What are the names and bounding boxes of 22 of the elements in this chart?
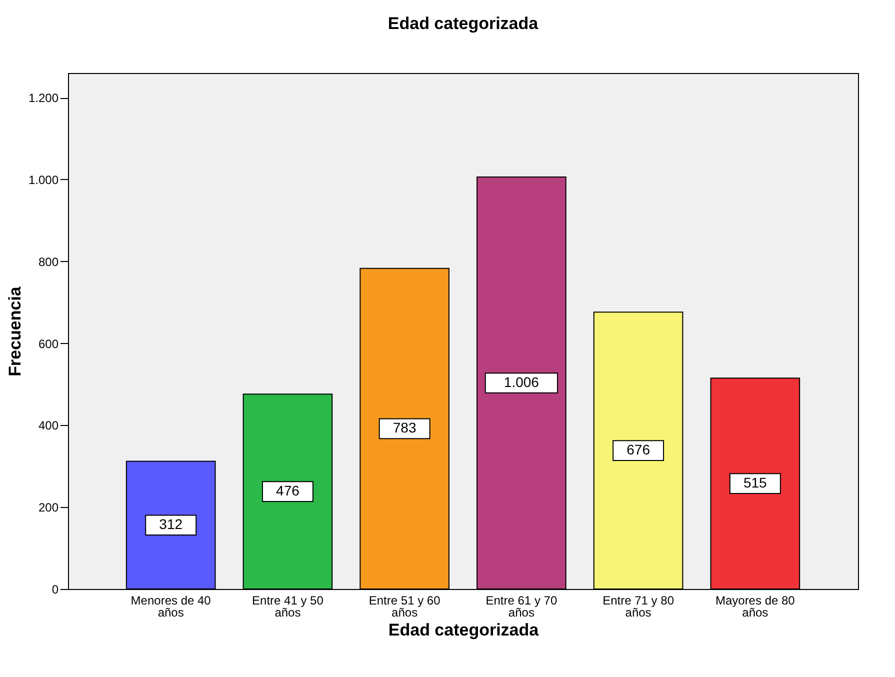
x-tick-label: Mayores de 80 años xyxy=(715,594,796,620)
data-label: 1.006 xyxy=(504,374,540,390)
x-tick-label: Menores de 40 años xyxy=(130,594,212,620)
data-label: 783 xyxy=(392,420,416,436)
data-label: 676 xyxy=(626,442,650,458)
y-tick-label: 800 xyxy=(38,254,59,269)
x-tick-label: Entre 61 y 70 años xyxy=(486,594,558,620)
x-axis-title: Edad categorizada xyxy=(388,620,540,640)
data-label: 312 xyxy=(159,516,183,532)
x-tick-label: Entre 41 y 50 años xyxy=(252,594,324,620)
y-tick-label: 200 xyxy=(38,500,59,515)
x-tick-label: Entre 51 y 60 años xyxy=(368,594,441,620)
y-tick-label: 0 xyxy=(52,582,59,596)
y-tick-label: 600 xyxy=(38,336,59,351)
data-label: 476 xyxy=(276,482,300,499)
x-tick-label: Entre 71 y 80 años xyxy=(602,594,674,620)
chart-title: Edad categorizada xyxy=(388,14,539,33)
y-axis-title: Frecuencia xyxy=(5,286,24,376)
y-tick-label: 1.200 xyxy=(28,91,59,106)
y-tick-label: 1.000 xyxy=(28,172,59,187)
data-label: 515 xyxy=(743,474,768,491)
y-tick-label: 400 xyxy=(38,418,59,433)
